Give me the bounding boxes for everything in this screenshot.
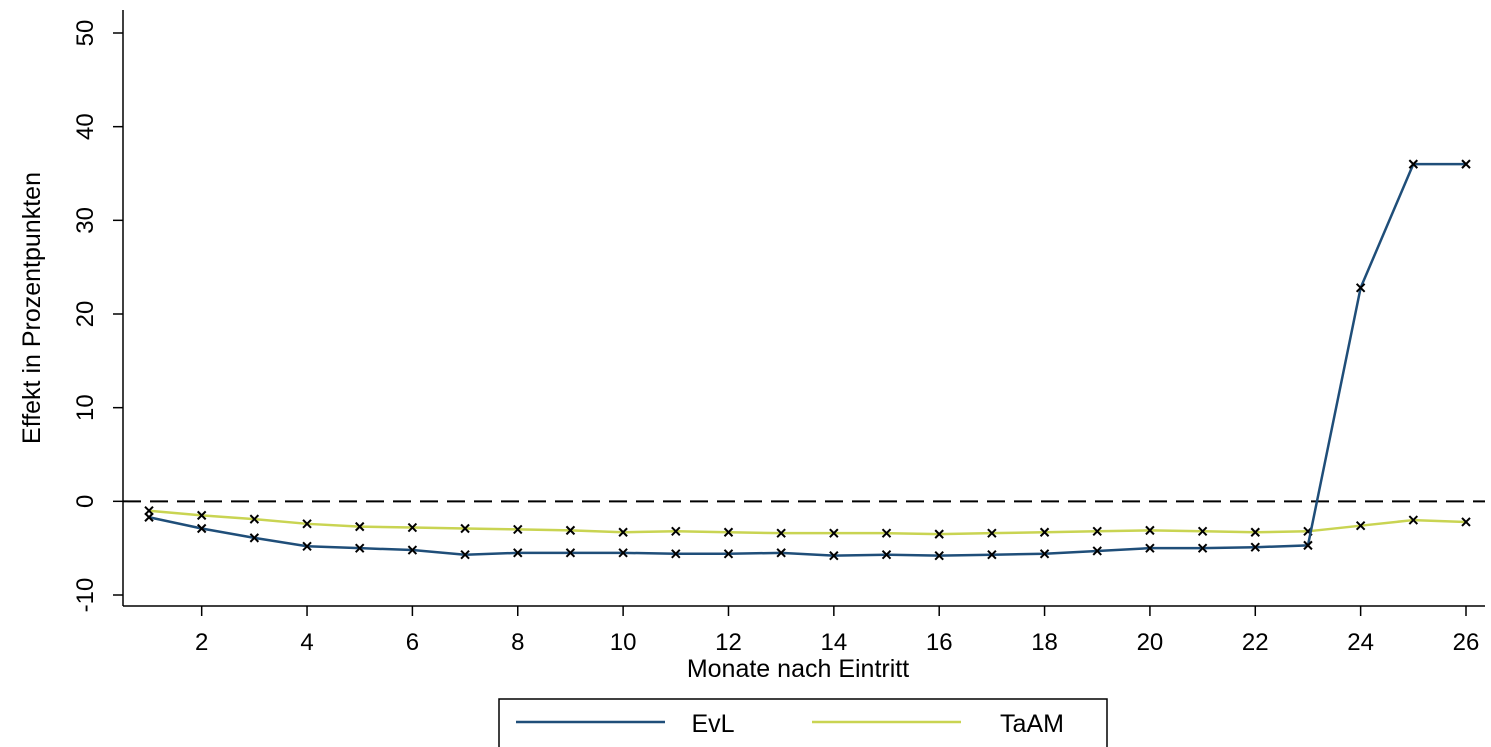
data-point-taam (196, 510, 207, 521)
x-tick-label: 2 (195, 629, 208, 656)
data-point-evl (407, 545, 418, 555)
data-point-evl (144, 512, 154, 522)
data-point-evl (881, 550, 892, 560)
x-tick-label: 24 (1347, 629, 1374, 656)
data-point-taam (987, 528, 997, 538)
data-point-evl (460, 550, 470, 560)
data-point-evl (1303, 540, 1313, 551)
x-tick-label: 20 (1137, 629, 1164, 656)
x-tick-label: 12 (715, 629, 742, 656)
data-point-evl (1145, 543, 1155, 553)
data-point-evl (565, 548, 576, 558)
data-point-taam (829, 528, 839, 538)
data-point-taam (776, 528, 786, 538)
data-point-evl (776, 548, 786, 558)
data-point-evl (1250, 542, 1260, 552)
data-point-evl (1092, 546, 1102, 556)
x-tick-label: 18 (1031, 629, 1058, 656)
data-point-taam (1461, 517, 1471, 527)
data-point-taam (1145, 525, 1155, 536)
data-point-evl (1039, 549, 1050, 559)
data-point-evl (671, 549, 681, 559)
data-point-taam (1355, 520, 1366, 531)
data-point-taam (1092, 526, 1102, 537)
data-point-evl (829, 550, 839, 561)
plot-area (122, 10, 1485, 607)
data-point-taam (671, 526, 681, 537)
x-tick-label: 8 (511, 629, 524, 656)
data-point-taam (881, 528, 892, 538)
data-point-taam (513, 524, 523, 535)
data-point-evl (1197, 543, 1208, 553)
series-group (144, 159, 1471, 561)
y-tick-label: 30 (72, 207, 99, 234)
data-point-taam (1039, 527, 1050, 537)
series-line-evl (148, 162, 1466, 557)
x-tick-label: 10 (610, 629, 637, 656)
data-point-evl (1355, 283, 1366, 293)
data-point-evl (196, 523, 207, 534)
x-tick-label: 26 (1453, 629, 1480, 656)
data-point-evl (934, 550, 944, 561)
y-tick-label: -10 (72, 578, 99, 613)
data-point-evl (987, 550, 997, 560)
data-point-evl (302, 541, 312, 552)
y-axis: -10 0 10 20 30 40 50 (72, 20, 123, 613)
legend: EvL TaAM (498, 698, 1108, 747)
data-point-evl (1408, 159, 1419, 169)
legend-label-evl: EvL (691, 710, 734, 738)
data-point-taam (460, 523, 470, 534)
data-point-taam (934, 529, 944, 539)
data-point-taam (249, 514, 260, 524)
data-point-evl (355, 543, 365, 553)
y-tick-label: 10 (72, 394, 99, 421)
data-point-taam (1408, 515, 1419, 525)
y-tick-label: 40 (72, 113, 99, 140)
x-tick-label: 16 (926, 629, 953, 656)
data-point-evl (618, 548, 628, 558)
x-tick-label: 14 (820, 629, 847, 656)
data-point-evl (249, 533, 260, 543)
x-tick-label: 4 (300, 629, 313, 656)
data-point-evl (723, 549, 734, 559)
data-point-taam (618, 527, 628, 537)
data-point-evl (513, 548, 523, 558)
data-point-evl (1461, 159, 1471, 169)
x-axis: 2 4 6 8 10 12 14 16 18 20 22 24 26 (195, 606, 1479, 656)
y-axis-title: Effekt in Prozentpunkten (18, 172, 46, 444)
data-point-taam (1197, 526, 1208, 537)
y-tick-label: 20 (72, 301, 99, 328)
data-point-taam (302, 519, 312, 529)
y-tick-label: 50 (72, 20, 99, 47)
legend-label-taam: TaAM (1000, 710, 1064, 738)
data-point-taam (565, 525, 576, 536)
x-tick-label: 6 (406, 629, 419, 656)
x-axis-title: Monate nach Eintritt (687, 655, 909, 683)
x-tick-label: 22 (1242, 629, 1269, 656)
data-point-taam (723, 527, 734, 537)
data-point-taam (1250, 527, 1260, 537)
data-point-taam (355, 521, 365, 532)
y-tick-label: 0 (72, 495, 99, 508)
data-point-taam (407, 522, 418, 533)
series-line-taam (148, 509, 1467, 536)
